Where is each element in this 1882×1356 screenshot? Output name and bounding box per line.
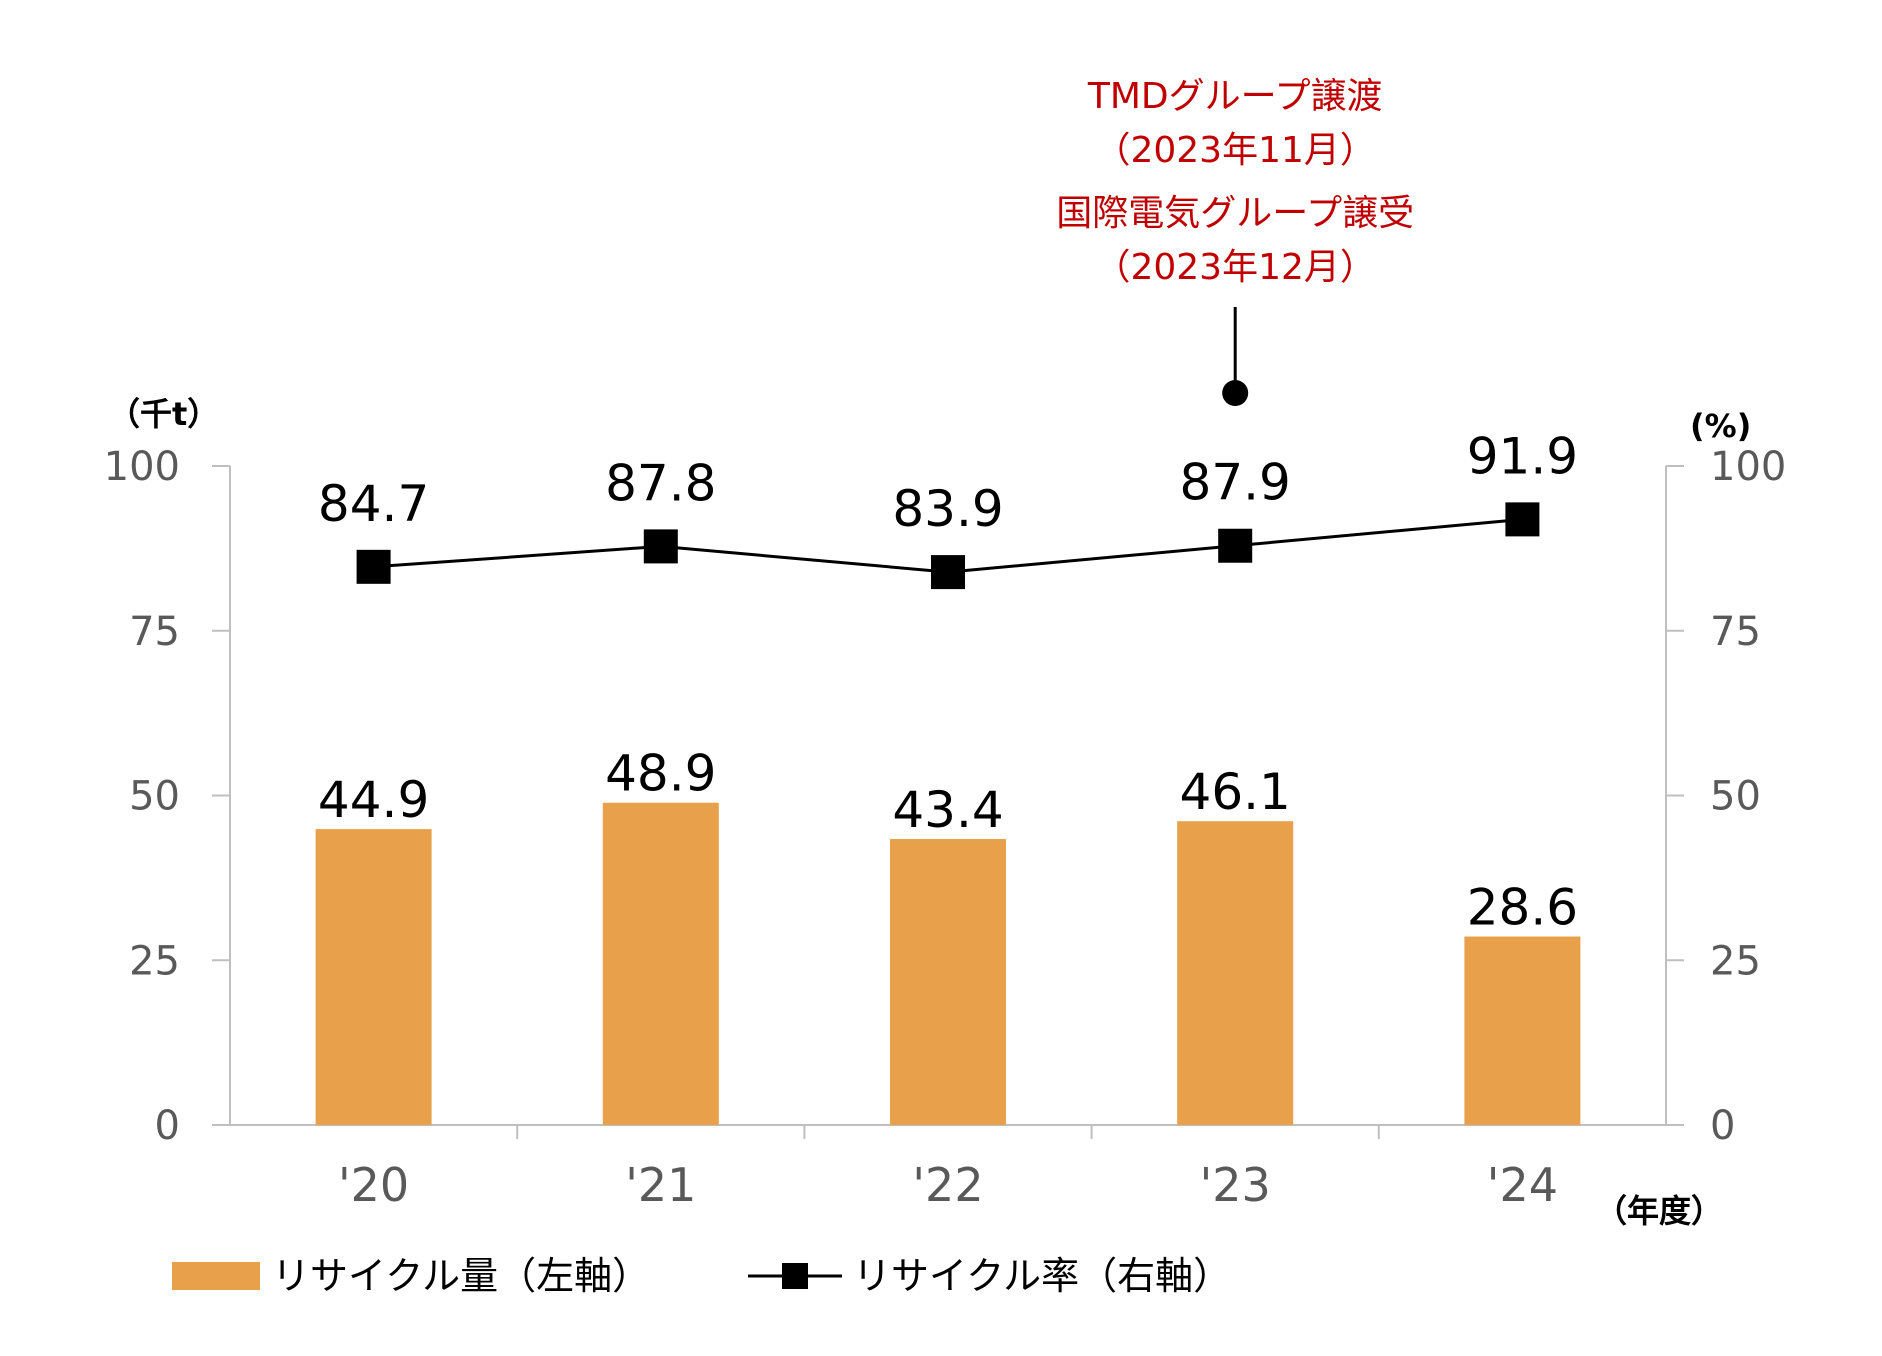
annotation-text: （2023年11月）: [1094, 130, 1375, 171]
left-tick-label: 100: [104, 444, 180, 490]
legend-bar-swatch: [172, 1262, 260, 1290]
bar-value-label: 43.4: [892, 781, 1003, 839]
right-tick-label: 25: [1710, 938, 1761, 984]
legend: リサイクル量（左軸） リサイクル率（右軸）: [172, 1254, 1231, 1298]
bar: [602, 802, 719, 1125]
rate-marker: [1505, 502, 1540, 537]
right-tick-label: 75: [1710, 609, 1761, 655]
left-axis-unit: （千t）: [108, 395, 219, 433]
x-category-label: '21: [625, 1158, 696, 1212]
left-tick-label: 75: [129, 609, 180, 655]
rate-value-label: 91.9: [1467, 427, 1578, 485]
legend-line-marker: [782, 1263, 808, 1289]
right-axis-unit: (%): [1690, 407, 1751, 445]
bar-series: [315, 802, 1581, 1125]
left-tick-label: 25: [129, 938, 180, 984]
data-labels: 44.9 48.9 43.4 46.1 28.6 84.7 87.8 83.9 87.9 91.9: [318, 427, 1578, 936]
rate-value-label: 84.7: [318, 475, 429, 533]
bar-value-label: 44.9: [318, 771, 429, 829]
annotation: TMDグループ譲渡 （2023年11月） 国際電気グループ譲受 （2023年12月）: [1056, 76, 1414, 406]
rate-marker: [931, 555, 965, 590]
left-tick-label: 50: [129, 774, 180, 820]
bar: [1177, 821, 1294, 1125]
right-tick-label: 50: [1710, 774, 1761, 820]
legend-bar-label: リサイクル量（左軸）: [272, 1254, 650, 1298]
annotation-dot: [1222, 380, 1249, 406]
line-series: [356, 502, 1540, 590]
bar-value-label: 46.1: [1180, 763, 1291, 821]
x-axis-unit: （年度）: [1595, 1192, 1723, 1230]
bar-value-label: 28.6: [1467, 879, 1578, 937]
bar-value-label: 48.9: [605, 745, 716, 803]
rate-marker: [643, 529, 678, 564]
x-category-label: '23: [1200, 1158, 1271, 1212]
x-category-label: '20: [338, 1158, 409, 1212]
left-tick-label: 0: [155, 1103, 180, 1149]
bar: [1464, 936, 1581, 1125]
x-category-label: '22: [912, 1158, 983, 1212]
x-category-label: '24: [1487, 1158, 1558, 1212]
right-tick-label: 100: [1710, 444, 1786, 490]
rate-value-label: 87.9: [1180, 454, 1291, 512]
annotation-text: TMDグループ譲渡: [1087, 76, 1383, 117]
rate-marker: [1218, 528, 1253, 563]
annotation-text: （2023年12月）: [1094, 247, 1375, 288]
rate-marker: [356, 549, 391, 584]
rate-value-label: 83.9: [892, 480, 1003, 538]
rate-value-label: 87.8: [605, 454, 716, 512]
bar: [315, 829, 432, 1125]
annotation-text: 国際電気グループ譲受: [1056, 193, 1414, 234]
axes: 0 25 50 75 100 0 25 50 75 100 '20 '21 '22 '23 '24 （千t） (…: [104, 395, 1787, 1230]
right-tick-label: 0: [1710, 1103, 1735, 1149]
legend-line-label: リサイクル率（右軸）: [853, 1254, 1231, 1298]
bar: [890, 838, 1006, 1125]
